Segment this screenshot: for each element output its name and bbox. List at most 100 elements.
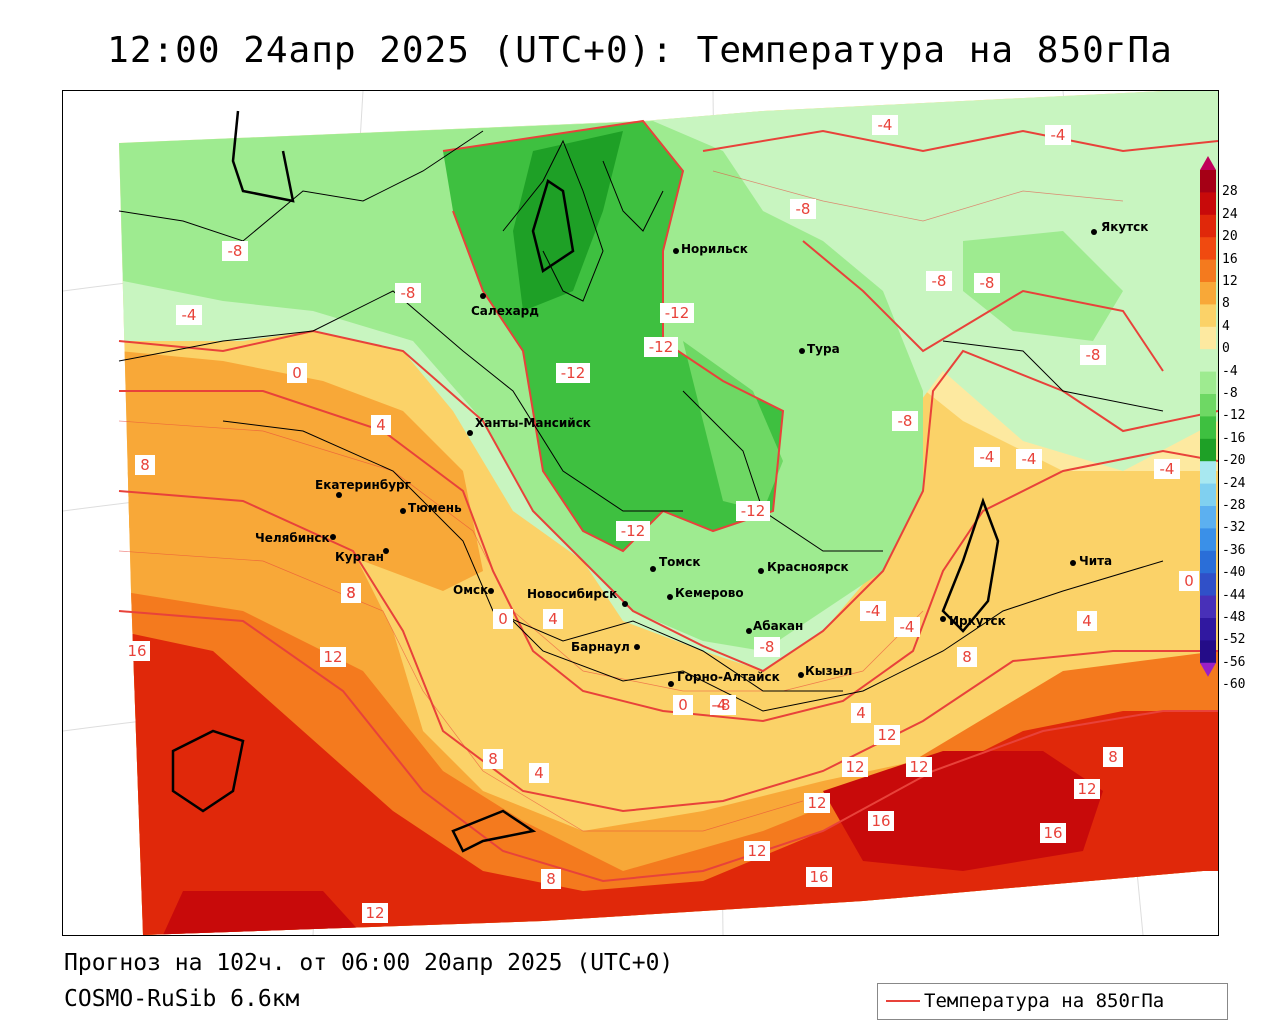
colorbar-label: -44 [1222, 587, 1246, 603]
svg-text:Екатеринбург: Екатеринбург [315, 478, 411, 492]
isotherm-label: 12 [1077, 780, 1096, 798]
isotherm-label: 12 [365, 904, 384, 922]
colorbar-swatch [1200, 618, 1216, 641]
colorbar [1200, 156, 1216, 677]
svg-text:Красноярск: Красноярск [767, 560, 849, 574]
colorbar-swatch [1200, 214, 1216, 238]
city-norilsk: Норильск [673, 242, 748, 256]
colorbar-label: 16 [1222, 251, 1238, 267]
colorbar-swatch [1200, 483, 1216, 507]
city-chelyabinsk: Челябинск [255, 531, 336, 545]
isotherm-label: -8 [932, 272, 947, 290]
city-kyzyl: Кызыл [798, 664, 852, 678]
colorbar-swatch [1200, 371, 1216, 395]
isotherm-label: 8 [488, 750, 498, 768]
city-irkutsk: Иркутск [940, 614, 1006, 628]
lakes [171, 110, 1000, 853]
thin-isotherms [118, 170, 1124, 832]
city-barnaul: Барнаул [571, 640, 640, 654]
isotherm-label: 8 [346, 584, 356, 602]
isotherm-label: 16 [127, 642, 146, 660]
isotherm-label: -8 [716, 696, 731, 714]
isotherm-label: 4 [376, 416, 386, 434]
isotherm-label: -8 [228, 242, 243, 260]
isotherm-label: 8 [962, 648, 972, 666]
svg-text:Чита: Чита [1079, 554, 1112, 568]
isotherm-label: -12 [741, 502, 766, 520]
isotherm-label: 16 [1043, 824, 1062, 842]
isotherm-label: 8 [140, 456, 150, 474]
colorbar-label: -16 [1222, 430, 1246, 446]
isotherm-label: 12 [877, 726, 896, 744]
colorbar-swatch [1200, 416, 1216, 440]
isotherm-label: 4 [1082, 612, 1092, 630]
city-tyumen: Тюмень [400, 501, 462, 515]
colorbar-swatch [1200, 640, 1216, 664]
isotherm-label: 8 [1108, 748, 1118, 766]
colorbar-label: -36 [1222, 542, 1246, 558]
city-gorno-altaysk: Горно-Алтайск [668, 670, 780, 687]
city-kemerovo: Кемерово [667, 586, 744, 600]
isotherm-label: -4 [980, 448, 995, 466]
isotherm-label: -8 [796, 200, 811, 218]
colorbar-label: 24 [1222, 206, 1238, 222]
isotherm-label: 12 [323, 648, 342, 666]
city-omsk: Омск [453, 583, 494, 597]
city-yekaterinburg: Екатеринбург [315, 478, 411, 498]
city-chita: Чита [1070, 554, 1112, 568]
svg-text:Ханты-Мансийск: Ханты-Мансийск [475, 416, 591, 430]
colorbar-swatch [1200, 192, 1216, 216]
isotherm-label: 12 [845, 758, 864, 776]
colorbar-arrow-top [1200, 156, 1216, 170]
colorbar-label: -56 [1222, 654, 1246, 670]
colorbar-label: 28 [1222, 184, 1238, 200]
isotherm-label: -4 [1160, 460, 1175, 478]
svg-text:Тура: Тура [807, 342, 840, 356]
isotherm-label: 4 [548, 610, 558, 628]
isotherm-label: -4 [878, 116, 893, 134]
isotherm-label: -4 [182, 306, 197, 324]
colorbar-label: -20 [1222, 453, 1246, 469]
city-krasnoyarsk: Красноярск [758, 560, 849, 574]
svg-text:Кемерово: Кемерово [675, 586, 744, 600]
colorbar-swatch [1200, 573, 1216, 597]
colorbar-label: -28 [1222, 498, 1246, 513]
colorbar-label: -40 [1222, 565, 1246, 581]
colorbar-swatch [1200, 461, 1216, 485]
city-abakan: Абакан [746, 619, 803, 634]
svg-text:Норильск: Норильск [681, 242, 748, 256]
temperature-field [119, 91, 1218, 935]
isotherm-label: 0 [678, 696, 688, 714]
isotherm-label: 12 [747, 842, 766, 860]
colorbar-swatch [1200, 237, 1216, 261]
legend: Температура на 850гПа [877, 983, 1228, 1020]
svg-text:Горно-Алтайск: Горно-Алтайск [677, 670, 780, 684]
isotherm-label: -4 [1051, 126, 1066, 144]
isotherm-label: -4 [866, 602, 881, 620]
svg-text:Курган: Курган [335, 550, 384, 564]
isotherm-label: 0 [292, 364, 302, 382]
isotherm-label: -8 [401, 284, 416, 302]
colorbar-swatch [1200, 438, 1216, 462]
isotherm-label: -8 [1086, 346, 1101, 364]
city-khanty-mansiysk: Ханты-Мансийск [467, 416, 591, 436]
colorbar-label: 0 [1222, 341, 1230, 357]
colorbar-swatch [1200, 550, 1216, 574]
isotherm-label: -12 [665, 304, 690, 322]
map-title: 12:00 24апр 2025 (UTC+0): Температура на… [107, 30, 1173, 71]
colorbar-label: -60 [1222, 677, 1246, 693]
colorbar-label: -4 [1222, 363, 1238, 379]
colorbar-swatch [1200, 595, 1216, 619]
legend-line-swatch [886, 1000, 920, 1002]
colorbar-label: -8 [1222, 386, 1238, 401]
isotherm-label: 0 [498, 610, 508, 628]
isotherm-label: -4 [1022, 450, 1037, 468]
city-kurgan: Курган [335, 548, 389, 564]
temperature-map[interactable]: -4 -4 -8 -8 -8 -8 -8 -8 -8 -4 -12 -12 -1… [62, 90, 1219, 936]
colorbar-swatch [1200, 394, 1216, 417]
isotherm-label: -12 [561, 364, 586, 382]
svg-text:Тюмень: Тюмень [408, 501, 462, 515]
isotherm-label: 8 [346, 584, 356, 602]
isotherm-labels: -4 -4 -8 -8 -8 -8 -8 -8 -8 -4 -12 -12 -1… [124, 115, 1199, 923]
forecast-info: Прогноз на 102ч. от 06:00 20апр 2025 (UT… [64, 950, 674, 976]
